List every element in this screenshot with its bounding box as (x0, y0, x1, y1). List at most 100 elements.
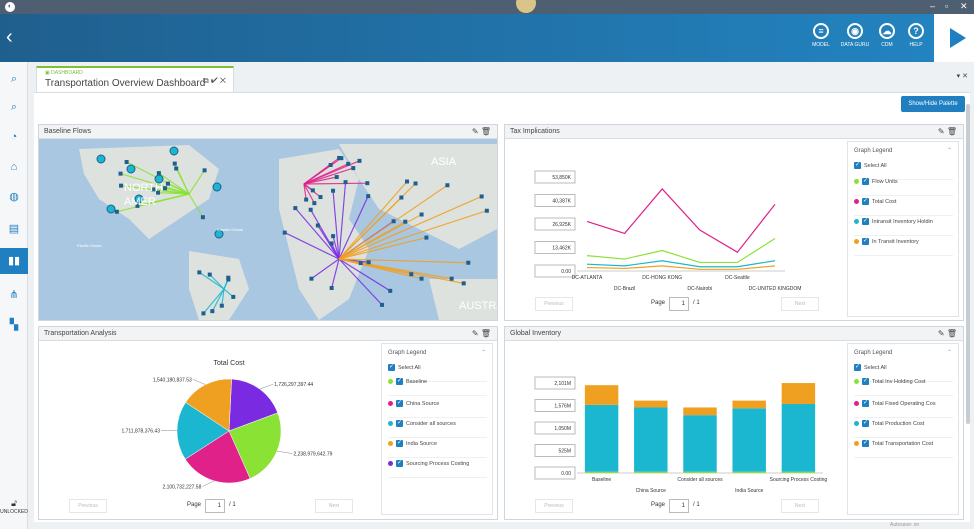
show-hide-palette-button[interactable]: Show/Hide Palette (901, 96, 965, 112)
flow-line (303, 163, 349, 185)
vertical-scrollbar[interactable] (966, 104, 970, 424)
checkbox-icon: ✓ (854, 162, 861, 169)
tabbar-menu-button[interactable]: ▾ ✕ (956, 73, 968, 80)
tax-legend: Graph Legend ⌃ ✓ Select All ✓ Flow Units ✓… (847, 141, 959, 317)
minimize-button[interactable]: – (930, 1, 936, 11)
series-dot (388, 401, 393, 406)
legend-item[interactable]: ✓ Total Fixed Operating Cos (854, 400, 953, 418)
page-input[interactable]: 1 (669, 297, 689, 311)
y-tick-box (534, 217, 576, 231)
legend-item[interactable]: ✓ Total Transportation Cost (854, 440, 953, 458)
legend-item[interactable]: ✓ Baseline (388, 378, 487, 396)
lock-toggle[interactable]: 🔓︎ UNLOCKED (0, 498, 28, 515)
search-table-icon[interactable]: ⌕ (10, 73, 18, 85)
series-dot (854, 219, 859, 224)
facility-node (163, 186, 168, 191)
flow-map[interactable]: ASIA NORTH AMER Atlantic Ocean Pacific O… (39, 139, 497, 320)
legend-item[interactable]: ✓ In Transit Inventory (854, 238, 953, 256)
customer-node (214, 229, 224, 239)
maximize-button[interactable]: ▫ (945, 1, 949, 11)
legend-item[interactable]: ✓ Total Production Cost (854, 420, 953, 438)
facility-node (308, 207, 313, 212)
facility-node (310, 188, 315, 193)
bar-segment (634, 407, 668, 472)
y-tick-label: 0.00 (561, 471, 571, 477)
facility-node (358, 261, 363, 266)
flow-line (175, 168, 190, 195)
data-guru-button[interactable]: ◉ DATA GURU (840, 23, 870, 48)
legend-label: India Source (406, 440, 437, 447)
x-tick-label: DC-HONG KONG (642, 275, 682, 281)
series-line (586, 265, 776, 270)
legend-item[interactable]: ✓ Flow Units (854, 178, 953, 196)
checkbox-icon: ✓ (396, 440, 403, 447)
next-button[interactable]: Next (781, 499, 819, 513)
facility-node (380, 302, 385, 307)
tab-controls[interactable]: ⧉ ✔ ✕ (203, 76, 227, 85)
page-input[interactable]: 1 (669, 499, 689, 513)
status-text: Autosave: on (890, 522, 920, 528)
back-button[interactable]: ‹ (6, 26, 13, 48)
legend-collapse-icon[interactable]: ⌃ (480, 350, 486, 356)
globe-icon[interactable]: ◍ (9, 191, 19, 203)
facility-node (357, 158, 362, 163)
map-label-atlantic: Atlantic Ocean (217, 227, 243, 232)
flow-line (221, 288, 225, 306)
legend-item[interactable]: ✓ Sourcing Process Costing (388, 460, 487, 478)
facility-node (413, 181, 418, 186)
facility-node (331, 234, 336, 239)
legend-item[interactable]: ✓ Total Inv Holding Cost (854, 378, 953, 396)
pie-icon[interactable]: ◔ (10, 131, 18, 143)
page-label: Page (187, 502, 202, 508)
bar-segment (634, 400, 668, 408)
cdm-button[interactable]: ☁ CDM (872, 23, 902, 48)
legend-item[interactable]: ✓ Total Cost (854, 198, 953, 216)
panel-tools[interactable]: ✎ 🗑 (937, 127, 957, 136)
network-icon[interactable]: ⋔ (9, 289, 19, 301)
legend-item[interactable]: ✓ Intransit Inventory Holdin (854, 218, 953, 236)
run-button[interactable] (934, 14, 974, 62)
flow-line (211, 288, 225, 312)
facility-node (403, 219, 408, 224)
tab-dashboard[interactable]: ▣ DASHBOARD Transportation Overview Dash… (36, 66, 234, 92)
x-tick-label: China Source (636, 488, 667, 494)
panel-tools[interactable]: ✎ 🗑 (471, 329, 491, 338)
legend-select-all[interactable]: ✓ Select All (854, 162, 953, 180)
panel-tools[interactable]: ✎ 🗑 (937, 329, 957, 338)
pie-data-label: 1,726,297,397.44 (274, 382, 313, 388)
table-icon[interactable]: ▤ (8, 223, 20, 235)
page-input[interactable]: 1 (205, 499, 225, 513)
close-window-button[interactable]: ✕ (960, 1, 968, 11)
series-dot (388, 441, 393, 446)
map-label-pacific: Pacific Ocean (77, 243, 102, 248)
map-label-north: NORTH (124, 182, 163, 194)
pie-data-label: 1,540,180,837.53 (153, 377, 192, 383)
next-button[interactable]: Next (315, 499, 353, 513)
legend-collapse-icon[interactable]: ⌃ (946, 148, 952, 154)
legend-collapse-icon[interactable]: ⌃ (946, 350, 952, 356)
bar-chart-icon[interactable]: ▮▮ (0, 248, 28, 274)
legend-item[interactable]: ✓ India Source (388, 440, 487, 458)
bar-segment (732, 471, 766, 473)
y-tick-label: 53,850K (552, 175, 571, 181)
previous-button[interactable]: Previous (535, 297, 573, 311)
legend-label: Total Production Cost (872, 420, 925, 427)
series-line (586, 260, 776, 268)
previous-button[interactable]: Previous (69, 499, 107, 513)
panel-tools[interactable]: ✎ 🗑 (471, 127, 491, 136)
customer-node (134, 194, 144, 204)
x-tick-label: DC-Seattle (725, 275, 750, 281)
flow-line (188, 170, 206, 195)
legend-item[interactable]: ✓ Consider all sources (388, 420, 487, 438)
legend-select-all[interactable]: ✓ Select All (854, 364, 953, 382)
previous-button[interactable]: Previous (535, 499, 573, 513)
dashboard-icon[interactable]: ▚ (9, 319, 19, 331)
legend-item[interactable]: ✓ China Source (388, 400, 487, 418)
model-button[interactable]: ≡ MODEL (806, 23, 836, 48)
search-grid-icon[interactable]: ⌕ (10, 101, 18, 113)
building-icon[interactable]: ⌂ (10, 161, 18, 173)
next-button[interactable]: Next (781, 297, 819, 311)
help-button[interactable]: ? HELP (901, 23, 931, 48)
legend-select-all[interactable]: ✓ Select All (388, 364, 487, 382)
facility-node (343, 180, 348, 185)
